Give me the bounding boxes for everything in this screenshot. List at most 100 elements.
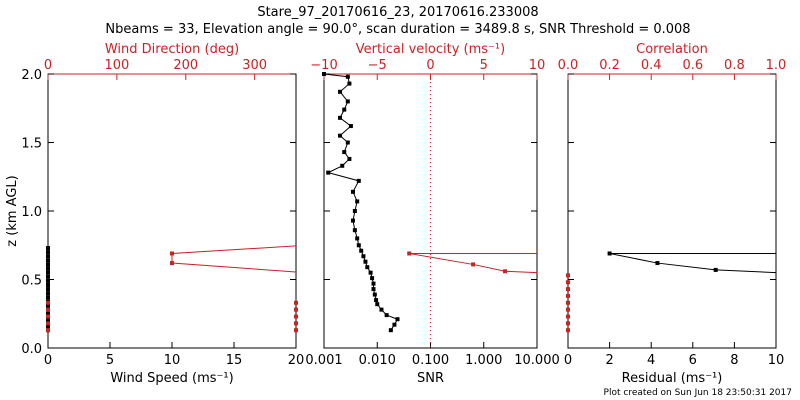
snr-x-tick-label: 0.010 (359, 353, 396, 368)
snr-data-point (355, 236, 360, 241)
snr-data-point (392, 322, 397, 327)
snr-data-point (352, 209, 357, 213)
wind-y-tick-label: 0.0 (21, 342, 42, 357)
snr-x2-tick-label: −5 (368, 58, 387, 73)
snr-data-point (503, 269, 508, 274)
wind-data-point (46, 307, 50, 312)
wind-data-point (46, 303, 50, 308)
snr-data-point (338, 133, 343, 138)
residual-x-axis-label: Residual (ms⁻¹) (622, 371, 723, 386)
wind-data-point (294, 300, 298, 305)
wind-x-axis-label: Wind Speed (ms⁻¹) (110, 371, 233, 386)
residual-data-point (566, 307, 570, 312)
snr-data-point (342, 150, 347, 155)
snr-data-point (363, 259, 368, 264)
snr-data-point (379, 307, 384, 312)
wind-data-point (46, 287, 50, 292)
residual-x-tick-label: 6 (689, 353, 697, 368)
snr-data-point (388, 328, 393, 333)
snr-x2-axis-label: Vertical velocity (ms⁻¹) (356, 42, 505, 57)
snr-data-point (347, 81, 352, 86)
snr-series-black-line (323, 73, 399, 331)
wind-x2-axis-label: Wind Direction (deg) (105, 42, 239, 57)
snr-data-point (345, 140, 350, 145)
wind-y-tick-label: 1.5 (21, 137, 42, 152)
snr-data-point (361, 254, 366, 259)
y-axis-label: z (km AGL) (5, 175, 20, 246)
snr-x2-tick-label: 10 (529, 58, 546, 73)
wind-x-tick-label: 15 (226, 353, 243, 368)
snr-data-point (407, 251, 412, 256)
snr-x-tick-label: 0.001 (305, 353, 342, 368)
residual-x2-tick-label: 0.6 (682, 58, 703, 73)
wind-data-point (294, 328, 298, 333)
wind-data-point (170, 251, 174, 256)
panel-residual: 0 2 4 6 8 10 0.0 0.2 0.4 0.6 0.8 1.0 Residual (ms⁻¹)… (558, 42, 787, 386)
wind-x2-tick-label: 0 (44, 58, 52, 73)
snr-data-point (356, 243, 361, 248)
residual-data-point (713, 267, 718, 272)
wind-data-point (46, 291, 50, 296)
snr-data-point (348, 124, 353, 129)
snr-data-point (326, 170, 331, 175)
snr-data-point (355, 199, 360, 204)
chart-subtitle: Nbeams = 33, Elevation angle = 90.0°, sc… (105, 22, 690, 37)
wind-data-point (46, 278, 50, 283)
wind-series-red-line (171, 245, 297, 273)
residual-data-point (566, 314, 570, 319)
wind-x-tick-label: 10 (164, 353, 181, 368)
panel-snr: 0.001 0.010 0.100 1.000 10.000 −10 −5 0 5 10 SNR Ve… (305, 42, 559, 386)
wind-data-point (46, 324, 50, 329)
wind-x-tick-label: 5 (106, 353, 114, 368)
snr-data-point (338, 115, 343, 120)
residual-data-point (566, 287, 570, 292)
snr-data-point (345, 99, 350, 104)
snr-x-tick-label: 1.000 (465, 353, 502, 368)
residual-data-point (566, 293, 570, 298)
wind-data-point (46, 250, 50, 255)
snr-x2-tick-label: −10 (310, 58, 337, 73)
snr-x-tick-label: 0.100 (412, 353, 449, 368)
snr-data-point (374, 298, 379, 303)
snr-data-point (356, 178, 361, 183)
residual-data-point (566, 321, 570, 326)
wind-data-point (294, 321, 298, 326)
snr-data-point (352, 228, 357, 233)
wind-data-point (46, 270, 50, 275)
snr-data-point (365, 265, 370, 270)
wind-data-point (46, 328, 50, 333)
residual-x-tick-label: 0 (564, 353, 572, 368)
snr-data-point (471, 262, 476, 267)
snr-data-point (368, 270, 373, 275)
snr-data-point (340, 163, 345, 168)
snr-data-point (345, 74, 350, 79)
residual-data-point (566, 280, 570, 285)
residual-x-tick-label: 8 (730, 353, 738, 368)
wind-plot-frame (47, 73, 297, 349)
snr-data-point (322, 72, 326, 76)
residual-data-point (607, 251, 612, 256)
wind-data-point (46, 266, 50, 271)
residual-data-point (566, 328, 570, 333)
wind-data-point (46, 311, 50, 316)
residual-x2-tick-label: 0.4 (641, 58, 662, 73)
snr-x2-tick-label: 5 (480, 58, 488, 73)
residual-data-point (566, 273, 570, 278)
wind-data-point (46, 282, 50, 287)
snr-data-point (384, 313, 389, 318)
snr-x2-tick-label: 0 (426, 58, 434, 73)
wind-y-tick-label: 2.0 (21, 68, 42, 83)
snr-data-point (371, 287, 376, 292)
wind-data-point (170, 261, 174, 266)
wind-x-tick-label: 0 (44, 353, 52, 368)
residual-data-point (655, 261, 660, 266)
snr-data-point (375, 302, 380, 307)
residual-x2-tick-label: 1.0 (766, 58, 787, 73)
wind-x2-tick-label: 300 (242, 58, 267, 73)
residual-x2-tick-label: 0.2 (599, 58, 620, 73)
snr-data-point (395, 317, 400, 322)
snr-x-axis-label: SNR (417, 371, 444, 386)
snr-data-point (370, 276, 375, 281)
plot-created-note: Plot created on Sun Jun 18 23:50:31 2017 (604, 388, 792, 398)
